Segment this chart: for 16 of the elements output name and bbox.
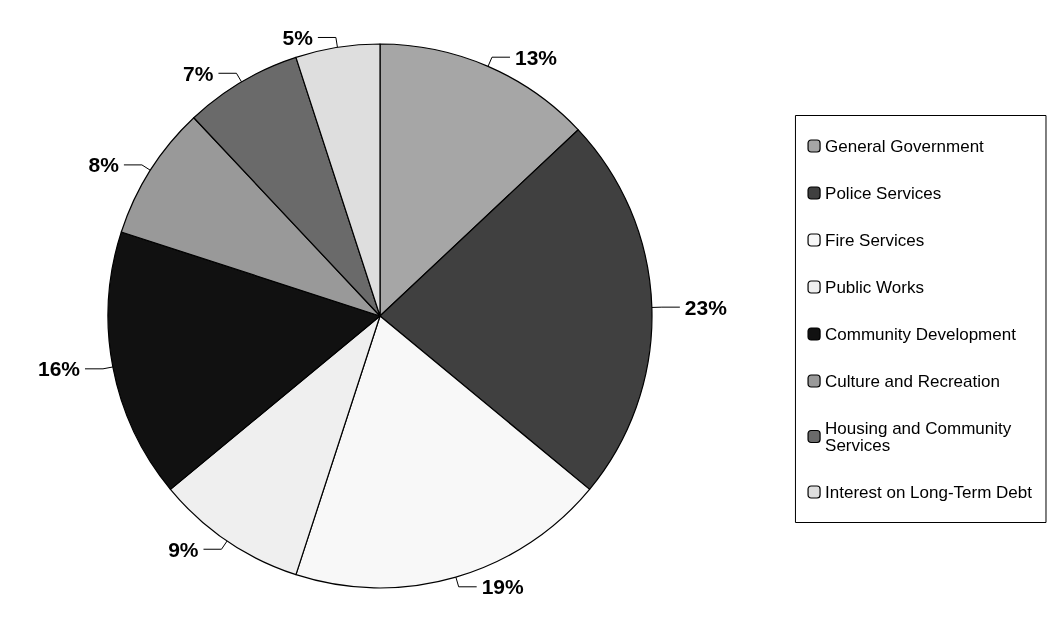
legend-label: Interest on Long-Term Debt (825, 482, 1033, 502)
data-label: 13% (515, 45, 558, 69)
data-label: 16% (37, 357, 81, 381)
legend-label: General Government (825, 136, 985, 156)
legend-label: Police Services (825, 183, 942, 203)
data-label: 23% (684, 295, 728, 319)
data-label: 8% (88, 153, 120, 177)
legend-label: Culture and Recreation (825, 371, 1000, 391)
data-label: 9% (168, 537, 199, 561)
legend-label: Public Works (825, 277, 924, 297)
data-label: 5% (282, 25, 314, 49)
data-label: 19% (481, 575, 525, 599)
legend-label: Community Development (825, 324, 1017, 344)
data-label: 7% (183, 61, 214, 85)
legend-label: Housing and Community Services (825, 418, 1016, 455)
legend-label: Fire Services (825, 230, 925, 250)
